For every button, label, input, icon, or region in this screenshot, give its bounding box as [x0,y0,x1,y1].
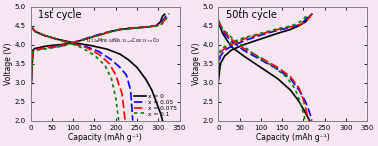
X-axis label: Capacity (mAh g⁻¹): Capacity (mAh g⁻¹) [256,133,330,142]
Y-axis label: Voltage (V): Voltage (V) [192,42,201,85]
Text: 1st cycle: 1st cycle [38,10,82,20]
Text: 50th cycle: 50th cycle [226,10,277,20]
Y-axis label: Voltage (V): Voltage (V) [4,42,13,85]
X-axis label: Capacity (mAh g⁻¹): Capacity (mAh g⁻¹) [68,133,142,142]
Text: Li$_{1.2a}$Mn$_{0.54}$Ni$_{0.13-x}$Co$_{0.13+x}$O$_2$: Li$_{1.2a}$Mn$_{0.54}$Ni$_{0.13-x}$Co$_{… [86,36,160,45]
Legend: x = 0, x = 0.05, x = 0.075, x = 0.1: x = 0, x = 0.05, x = 0.075, x = 0.1 [133,92,178,118]
